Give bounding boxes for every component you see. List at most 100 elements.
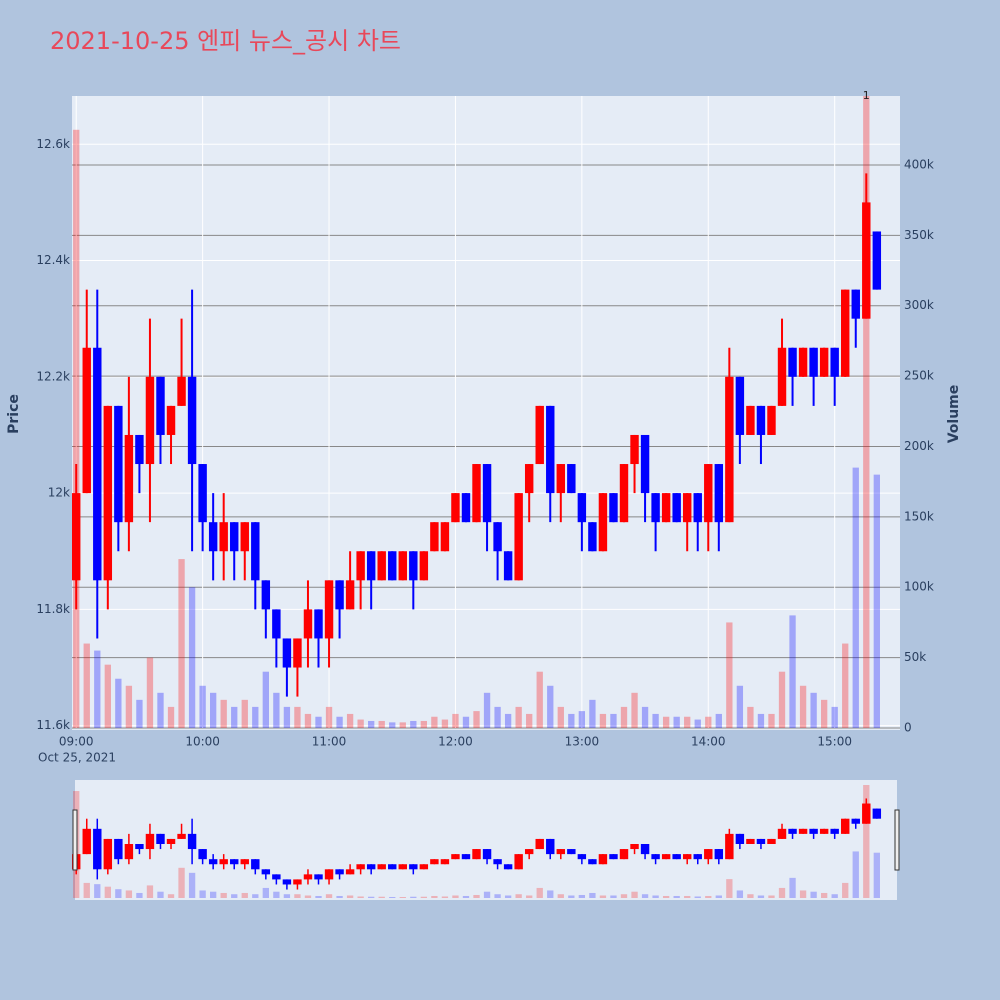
mini-volume-bar: [684, 895, 691, 898]
volume-bar: [641, 706, 649, 728]
mini-candle-body: [272, 874, 281, 880]
mini-volume-bar: [863, 785, 870, 898]
candle-body: [862, 202, 871, 319]
volume-bar: [705, 716, 712, 728]
mini-candle-body: [503, 864, 513, 870]
candle-body: [546, 405, 555, 494]
volume-bar: [73, 129, 80, 728]
rangeslider-handle[interactable]: [894, 809, 900, 871]
x-tick-label: 13:00: [565, 735, 600, 749]
volume-bar: [473, 711, 480, 728]
volume-bar: [378, 720, 385, 728]
mini-candle-body: [482, 849, 492, 860]
volume-bar: [557, 706, 564, 728]
candle-body: [177, 376, 186, 406]
candle-body: [714, 464, 724, 523]
mini-candle-body: [714, 849, 724, 860]
mini-candle-body: [166, 838, 176, 844]
candle-body: [598, 493, 608, 552]
candle-body: [145, 376, 155, 465]
mini-volume-bar: [346, 895, 354, 898]
candle-body: [767, 405, 776, 435]
mini-candle-body: [156, 833, 165, 844]
mini-volume-bar: [504, 895, 512, 898]
mini-candle-body: [187, 833, 197, 850]
mini-volume-bar: [694, 896, 701, 898]
volume-bar: [273, 692, 280, 728]
candle-body: [419, 551, 429, 581]
mini-candle-body: [398, 864, 407, 870]
mini-candle-body: [103, 838, 113, 870]
mini-volume-bar: [357, 896, 364, 898]
mini-candle-body: [619, 849, 629, 860]
volume-bar: [662, 716, 670, 728]
mini-candle-body: [746, 838, 755, 844]
volume-bar: [199, 685, 206, 728]
volume-bar: [294, 706, 301, 728]
mini-candle-body: [472, 849, 481, 860]
volume-bar: [736, 685, 744, 728]
y2-tick-label: 200k: [904, 439, 934, 453]
mini-volume-bar: [873, 852, 880, 898]
x-tick-label: 15:00: [817, 735, 852, 749]
annotation: 1: [863, 89, 870, 102]
mini-volume-bar: [146, 885, 154, 898]
candle-body: [356, 551, 365, 581]
volume-bar: [104, 664, 111, 728]
candle-body: [93, 347, 102, 581]
candle-body: [588, 522, 597, 552]
candle-body: [640, 434, 650, 494]
x-tick-label: 11:00: [312, 735, 347, 749]
mini-candle-body: [82, 828, 91, 855]
mini-volume-bar: [273, 891, 280, 898]
mini-volume-bar: [757, 895, 765, 898]
candle-body: [345, 580, 355, 610]
candle-body: [230, 522, 239, 552]
volume-bar: [504, 713, 512, 728]
volume-bar: [620, 706, 628, 728]
volume-bar: [747, 706, 754, 728]
candle-body: [746, 405, 755, 435]
volume-bar: [494, 706, 501, 728]
volume-bar: [694, 719, 701, 728]
candle-body: [524, 464, 534, 494]
mini-candle-body: [851, 818, 860, 824]
volume-bar: [136, 699, 143, 728]
candle-body: [556, 464, 566, 494]
volume-bar: [673, 716, 680, 728]
mini-volume-bar: [441, 896, 449, 898]
mini-volume-bar: [526, 895, 533, 898]
mini-candle-body: [388, 864, 397, 870]
candle-body: [872, 231, 882, 290]
y2-tick-label: 350k: [904, 228, 934, 242]
candle-body: [219, 522, 228, 552]
volume-bar: [178, 559, 185, 728]
candle-body: [567, 464, 576, 494]
rangeslider-handle[interactable]: [72, 809, 78, 871]
candle-body: [430, 522, 439, 552]
mini-volume-bar: [210, 891, 217, 898]
candle-body: [809, 347, 818, 377]
mini-candle-body: [588, 859, 597, 865]
mini-candle-body: [704, 849, 713, 860]
y2-axis-title: Volume: [946, 385, 962, 444]
x-tick-label: 10:00: [185, 735, 220, 749]
volume-bar: [167, 706, 175, 728]
mini-volume-bar: [789, 877, 796, 898]
mini-candle-body: [598, 854, 608, 865]
mini-volume-bar: [494, 894, 501, 898]
mini-volume-bar: [368, 896, 375, 898]
candle-body: [493, 522, 502, 552]
volume-bar: [842, 643, 849, 728]
volume-bar: [283, 706, 291, 728]
mini-candle-body: [630, 843, 639, 850]
candle-body: [187, 376, 197, 465]
candle-body: [756, 405, 766, 435]
volume-bar: [462, 716, 470, 728]
candle-body: [114, 405, 123, 523]
mini-candle-body: [841, 818, 850, 834]
mini-candle-body: [230, 859, 239, 865]
mini-candle-body: [672, 854, 681, 860]
mini-volume-bar: [399, 896, 406, 898]
mini-volume-bar: [188, 872, 196, 898]
